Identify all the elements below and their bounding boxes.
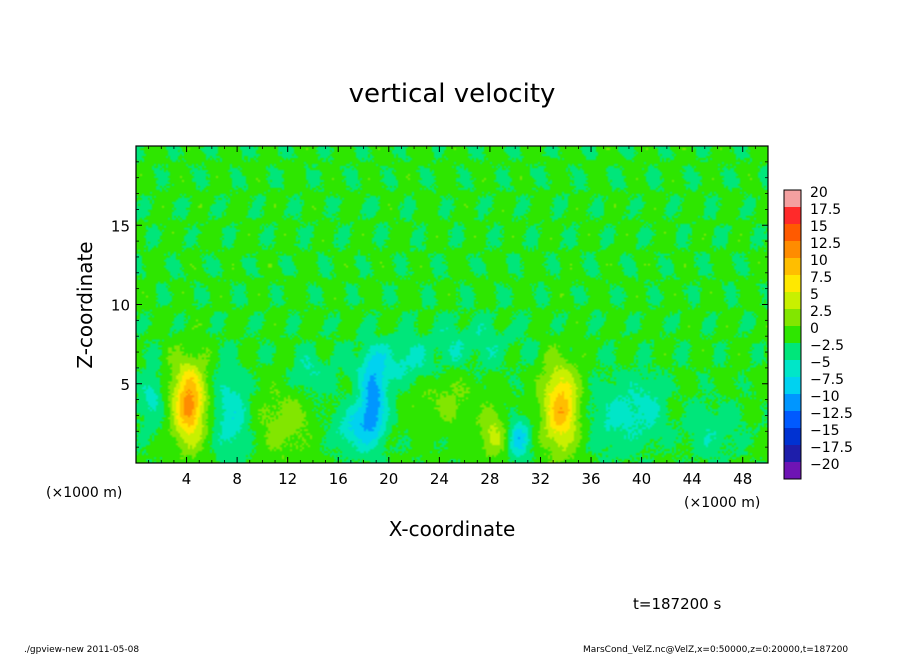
colorbar-label: 10: [810, 253, 828, 269]
heatmap: [136, 146, 768, 463]
colorbar-label: 2.5: [810, 304, 832, 320]
colorbar-label: −17.5: [810, 440, 853, 456]
colorbar-segment: [784, 445, 801, 462]
x-tick-label: 4: [182, 470, 192, 488]
colorbar-label: −5: [810, 355, 831, 371]
colorbar-label: −10: [810, 389, 840, 405]
colorbar-segment: [784, 275, 801, 292]
colorbar-label: −7.5: [810, 372, 844, 388]
colorbar-label: 5: [810, 287, 819, 303]
x-unit-right: (×1000 m): [684, 495, 760, 511]
colorbar-label: −12.5: [810, 406, 853, 422]
colorbar-segment: [784, 190, 801, 207]
x-axis-label: X-coordinate: [389, 517, 516, 541]
y-axis-label: Z-coordinate: [73, 241, 97, 368]
colorbar-label: −20: [810, 457, 840, 473]
colorbar-segment: [784, 258, 801, 275]
colorbar-label: 7.5: [810, 270, 832, 286]
plot-area: [135, 145, 769, 464]
x-tick-label: 16: [329, 470, 348, 488]
colorbar-segment: [784, 241, 801, 258]
x-tick-label: 36: [581, 470, 600, 488]
colorbar-label: 12.5: [810, 236, 841, 252]
colorbar-label: 15: [810, 219, 828, 235]
colorbar-segment: [784, 462, 801, 479]
time-label: t=187200 s: [633, 595, 721, 613]
colorbar-segment: [784, 428, 801, 445]
colorbar: 2017.51512.5107.552.50−2.5−5−7.5−10−12.5…: [783, 185, 853, 480]
x-tick-label: 44: [683, 470, 702, 488]
colorbar-frame: [783, 189, 802, 480]
colorbar-label: 0: [810, 321, 819, 337]
colorbar-label: 17.5: [810, 202, 841, 218]
footer-source: MarsCond_VelZ.nc@VelZ,x=0:50000,z=0:2000…: [583, 645, 848, 654]
y-axis-ticks: 5 10 15: [111, 161, 768, 448]
y-tick-label: 10: [111, 297, 130, 315]
colorbar-segment: [784, 224, 801, 241]
colorbar-segment: [784, 326, 801, 343]
x-tick-label: 12: [278, 470, 297, 488]
x-tick-label: 40: [632, 470, 651, 488]
colorbar-segment: [784, 377, 801, 394]
x-tick-label: 8: [232, 470, 242, 488]
colorbar-segment: [784, 360, 801, 377]
footer-program: ./gpview-new 2011-05-08: [24, 645, 139, 654]
x-unit-left: (×1000 m): [46, 485, 122, 501]
colorbar-segment: [784, 343, 801, 360]
colorbar-segment: [784, 207, 801, 224]
y-tick-label: 5: [120, 376, 130, 394]
colorbar-segment: [784, 411, 801, 428]
colorbar-segment: [784, 394, 801, 411]
x-tick-label: 48: [733, 470, 752, 488]
colorbar-label: 20: [810, 185, 828, 201]
colorbar-label: −2.5: [810, 338, 844, 354]
x-axis-ticks: 4 8 12 16 20 24 28 32 36 40 44 48: [148, 146, 756, 488]
x-tick-label: 24: [430, 470, 449, 488]
x-tick-label: 20: [379, 470, 398, 488]
y-tick-label: 15: [111, 217, 130, 235]
x-tick-label: 28: [480, 470, 499, 488]
x-tick-label: 32: [531, 470, 550, 488]
chart-title: vertical velocity: [349, 79, 556, 109]
colorbar-label: −15: [810, 423, 840, 439]
colorbar-segment: [784, 309, 801, 326]
colorbar-segment: [784, 292, 801, 309]
